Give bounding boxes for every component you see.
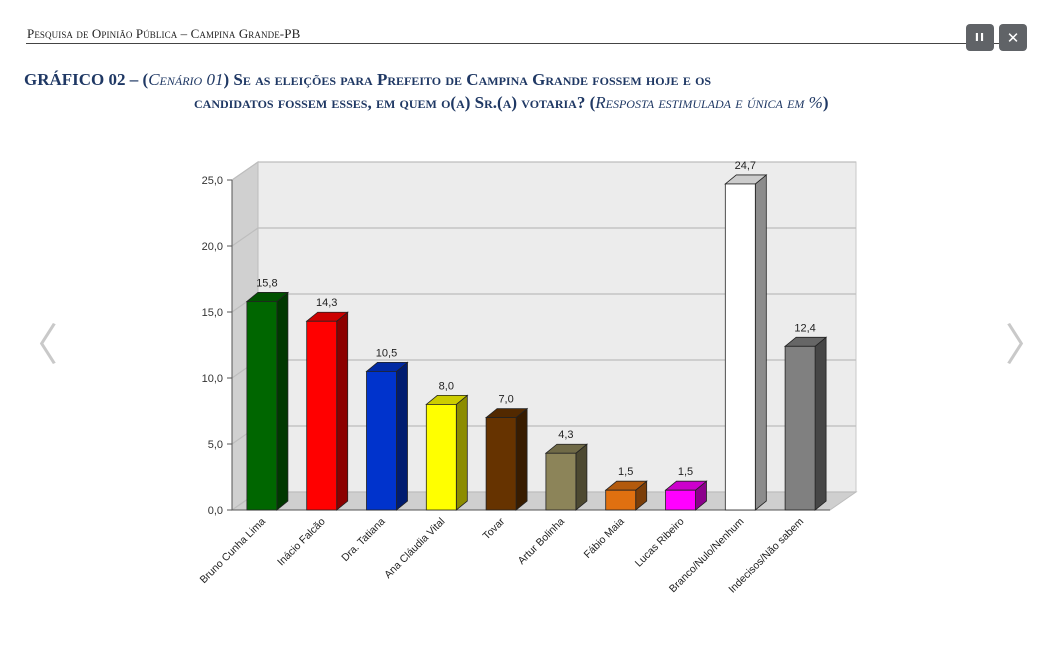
bar — [545, 452, 577, 511]
title-prefix: GRÁFICO 02 – ( — [24, 70, 149, 89]
data-label: 24,7 — [735, 160, 756, 172]
data-label: 1,5 — [618, 466, 633, 478]
y-tick-label: 25,0 — [202, 175, 223, 187]
data-label: 10,5 — [376, 347, 397, 359]
category-label: Artur Bolinha — [516, 516, 568, 568]
y-tick-label: 15,0 — [202, 307, 223, 319]
pause-icon: II — [974, 31, 986, 44]
category-label: Lucas Ribeiro — [633, 516, 687, 570]
bar-chart: 0,0 5,0 10,0 15,0 20,0 25,0 15,8 Bruno Cunha Li… — [160, 150, 880, 620]
bar — [724, 183, 756, 511]
bar — [605, 489, 637, 511]
y-tick-label: 20,0 — [202, 241, 223, 253]
chart-svg: 0,0 5,0 10,0 15,0 20,0 25,0 15,8 Bruno Cunha Li… — [198, 160, 858, 596]
category-label: Ana Cláudia Vital — [382, 516, 447, 581]
data-label: 1,5 — [678, 466, 693, 478]
close-button[interactable]: ✕ — [999, 24, 1027, 51]
close-icon: ✕ — [1006, 28, 1020, 47]
bar-side — [396, 361, 408, 511]
page-header: Pesquisa de Opinião Pública – Campina Gr… — [26, 24, 1026, 44]
prev-slide-button[interactable]: 〈 — [14, 322, 58, 370]
bar-side — [276, 291, 289, 511]
pause-button[interactable]: II — [966, 24, 994, 51]
bar — [366, 370, 397, 511]
data-label: 4,3 — [558, 429, 573, 441]
bar-side — [754, 174, 767, 511]
data-label: 12,4 — [794, 322, 815, 334]
y-tick-label: 5,0 — [208, 439, 223, 451]
category-label: Fábio Maia — [582, 516, 627, 561]
header-text: Pesquisa de Opinião Pública – Campina Gr… — [27, 26, 301, 41]
data-label: 8,0 — [439, 380, 454, 392]
data-label: 14,3 — [316, 297, 337, 309]
chart-title: GRÁFICO 02 – (Cenário 01) Se as eleições… — [24, 68, 1004, 114]
bar — [246, 301, 278, 511]
category-label: Bruno Cunha Lima — [198, 516, 269, 587]
bar-side — [575, 443, 588, 511]
next-slide-button[interactable]: 〉 — [1005, 322, 1049, 370]
category-label: Dra. Tatiana — [339, 516, 387, 564]
bar — [665, 489, 696, 511]
y-tick-label: 0,0 — [208, 505, 223, 517]
title-scenario: Cenário 01 — [148, 70, 224, 89]
title-close: ) — [822, 93, 829, 112]
y-tick-label: 10,0 — [202, 373, 223, 385]
gridline — [231, 227, 856, 247]
bar-side — [515, 407, 528, 511]
bar — [306, 320, 338, 511]
bar — [485, 417, 517, 511]
chevron-left-icon: 〈 — [14, 320, 58, 371]
chevron-right-icon: 〉 — [1005, 320, 1049, 371]
bar — [784, 345, 816, 511]
title-question-start: ) Se as eleições para Prefeito de Campin… — [223, 70, 712, 89]
title-note: Resposta estimulada e única em % — [595, 93, 823, 112]
bar-side — [455, 394, 468, 511]
category-label: Inácio Falcão — [275, 516, 328, 569]
bar-side — [814, 336, 827, 511]
bar-side — [336, 311, 349, 511]
data-label: 7,0 — [498, 394, 513, 406]
gridline — [231, 161, 856, 181]
data-label: 15,8 — [256, 277, 277, 289]
category-label: Tovar — [481, 515, 508, 542]
title-question-end: candidatos fossem esses, em quem o(a) Sr… — [194, 93, 596, 112]
bar — [425, 403, 457, 511]
